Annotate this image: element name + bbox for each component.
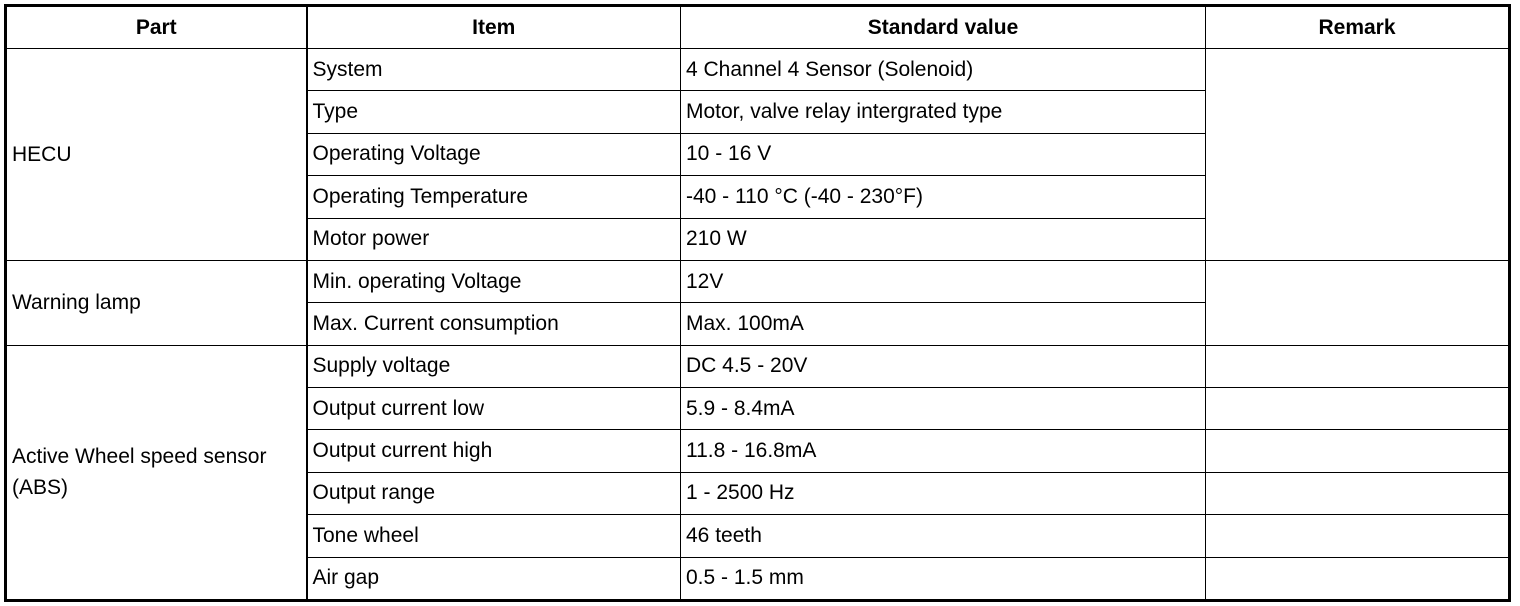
table-row: Active Wheel speed sensor (ABS) Supply v… — [5, 344, 1510, 602]
value-cell: 1 - 2500 Hz — [680, 471, 1206, 516]
remark-cell — [1205, 514, 1510, 558]
table-row: Output current high 11.8 - 16.8mA — [6, 429, 1510, 473]
value-cell: 0.5 - 1.5 mm — [680, 556, 1206, 601]
item-cell: Output current low — [306, 386, 681, 431]
value-cell: DC 4.5 - 20V — [680, 344, 1206, 389]
value-cell: -40 - 110 °C (-40 - 230°F) — [680, 175, 1206, 219]
remark-cell — [1205, 429, 1510, 473]
value-cell: 11.8 - 16.8mA — [680, 429, 1206, 473]
table-row: Output current low 5.9 - 8.4mA — [6, 386, 1510, 431]
remark-cell — [1205, 471, 1510, 516]
header-part: Part — [5, 5, 308, 49]
table-row: Operating Voltage 10 - 16 V — [6, 132, 1510, 177]
item-cell: Max. Current consumption — [306, 302, 681, 346]
header-standard-value: Standard value — [680, 5, 1206, 49]
value-cell: 5.9 - 8.4mA — [680, 386, 1206, 431]
header-item: Item — [306, 5, 681, 49]
item-cell: Min. operating Voltage — [306, 259, 681, 304]
item-cell: Supply voltage — [306, 344, 681, 389]
remark-cell — [1205, 259, 1510, 346]
remark-cell — [1205, 344, 1510, 389]
value-cell: 10 - 16 V — [680, 132, 1206, 177]
item-cell: System — [306, 47, 681, 92]
item-cell: Operating Voltage — [306, 132, 681, 177]
remark-cell — [1205, 48, 1510, 261]
item-cell: Tone wheel — [306, 514, 681, 558]
item-cell: Motor power — [306, 217, 681, 261]
value-cell: 210 W — [680, 217, 1206, 261]
item-cell: Output current high — [306, 429, 681, 473]
table-row: Motor power 210 W — [6, 217, 1510, 261]
value-cell: Max. 100mA — [680, 302, 1206, 346]
value-cell: 46 teeth — [680, 514, 1206, 558]
table-row: Operating Temperature -40 - 110 °C (-40 … — [6, 175, 1510, 219]
table-row: Max. Current consumption Max. 100mA — [6, 302, 1510, 346]
table-row: Type Motor, valve relay intergrated type — [6, 90, 1510, 134]
table-row: HECU System 4 Channel 4 Sensor (Solenoid… — [5, 47, 1510, 261]
item-cell: Air gap — [306, 556, 681, 601]
item-cell: Output range — [306, 471, 681, 516]
value-cell: Motor, valve relay intergrated type — [680, 90, 1206, 134]
remark-cell — [1205, 386, 1510, 431]
table-row: Tone wheel 46 teeth — [6, 514, 1510, 558]
part-cell: HECU — [5, 48, 308, 261]
header-row: Part Item Standard value Remark — [5, 5, 1510, 49]
item-cell: Operating Temperature — [306, 175, 681, 219]
specification-table: Part Item Standard value Remark HECU Sys… — [4, 4, 1511, 602]
remark-cell — [1205, 556, 1510, 601]
value-cell: 4 Channel 4 Sensor (Solenoid) — [680, 47, 1206, 92]
table-row: Air gap 0.5 - 1.5 mm — [6, 556, 1510, 601]
header-remark: Remark — [1205, 5, 1510, 49]
table-row: Output range 1 - 2500 Hz — [6, 471, 1510, 516]
part-cell: Warning lamp — [5, 259, 308, 346]
part-cell: Active Wheel speed sensor (ABS) — [5, 344, 308, 602]
value-cell: 12V — [680, 259, 1206, 304]
table-row: Warning lamp Min. operating Voltage 12V — [5, 259, 1510, 346]
item-cell: Type — [306, 90, 681, 134]
